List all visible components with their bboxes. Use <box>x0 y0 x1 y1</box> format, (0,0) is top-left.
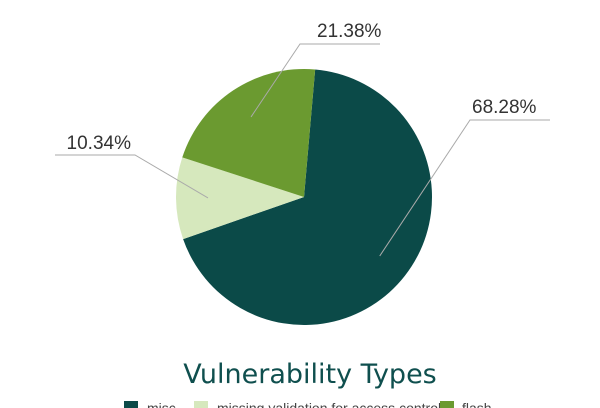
legend-label-flash: flash <box>462 400 492 408</box>
data-label-0: 68.28% <box>472 97 537 118</box>
leader-line-0 <box>379 119 550 257</box>
pie-slice-0 <box>183 69 432 325</box>
legend-label-missing-validation: missing validation for access control <box>217 400 441 408</box>
legend: misc missing validation for access contr… <box>124 400 492 408</box>
pie-slice-1 <box>176 157 304 240</box>
pie-slices <box>176 68 432 325</box>
data-label-2: 21.38% <box>317 21 382 42</box>
legend-label-misc: misc <box>147 400 176 408</box>
leader-line-1 <box>55 154 209 199</box>
leader-lines <box>55 43 550 257</box>
legend-swatch-flash <box>440 401 454 408</box>
pie-slice-2 <box>182 68 316 197</box>
chart-title: Vulnerability Types <box>183 359 437 390</box>
leader-line-2 <box>250 43 380 118</box>
data-labels: 68.28% 10.34% 21.38% <box>67 21 537 154</box>
data-label-1: 10.34% <box>67 133 132 154</box>
legend-swatch-missing-validation <box>194 401 208 408</box>
legend-swatch-misc <box>124 401 138 408</box>
